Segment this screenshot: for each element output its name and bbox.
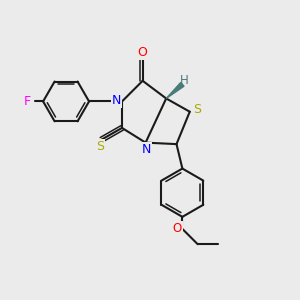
Text: S: S (96, 140, 104, 153)
Polygon shape (166, 82, 184, 98)
Text: O: O (172, 222, 182, 236)
Text: F: F (24, 95, 32, 108)
Text: S: S (193, 103, 201, 116)
Text: H: H (179, 74, 188, 87)
Text: O: O (137, 46, 147, 59)
Text: N: N (112, 94, 122, 107)
Text: N: N (142, 142, 151, 156)
